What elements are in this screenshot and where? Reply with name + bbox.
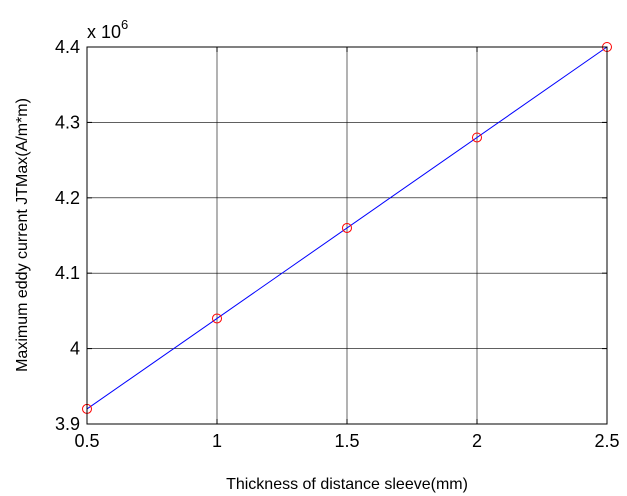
x-tick-label: 0.5 [74, 431, 99, 451]
y-multiplier-exponent: 6 [121, 17, 128, 32]
x-axis-label: Thickness of distance sleeve(mm) [226, 476, 468, 493]
y-tick-label: 4 [70, 339, 80, 359]
y-tick-label: 4.1 [55, 263, 80, 283]
fit-line [86, 46, 608, 410]
plot-frame [86, 46, 608, 425]
y-tick-label: 4.2 [55, 188, 80, 208]
y-multiplier: x 106 [87, 17, 128, 42]
tick-labels: 0.5 1 1.5 2 2.5 3.9 4 4.1 4.2 4.3 4.4 [55, 37, 620, 451]
data-point-marker [212, 313, 222, 324]
y-tick-label: 4.3 [55, 112, 80, 132]
x-tick-label: 2.5 [594, 431, 619, 451]
data-point-marker [342, 222, 352, 233]
y-axis-label: Maximum eddy current JTMax(A/m*m) [14, 98, 31, 372]
data-point-marker [472, 132, 482, 143]
x-tick-label: 2 [472, 431, 482, 451]
y-tick-label: 4.4 [55, 37, 80, 57]
y-multiplier-base: x 10 [87, 22, 121, 42]
x-tick-label: 1 [212, 431, 222, 451]
x-tick-label: 1.5 [334, 431, 359, 451]
y-tick-label: 3.9 [55, 414, 80, 434]
